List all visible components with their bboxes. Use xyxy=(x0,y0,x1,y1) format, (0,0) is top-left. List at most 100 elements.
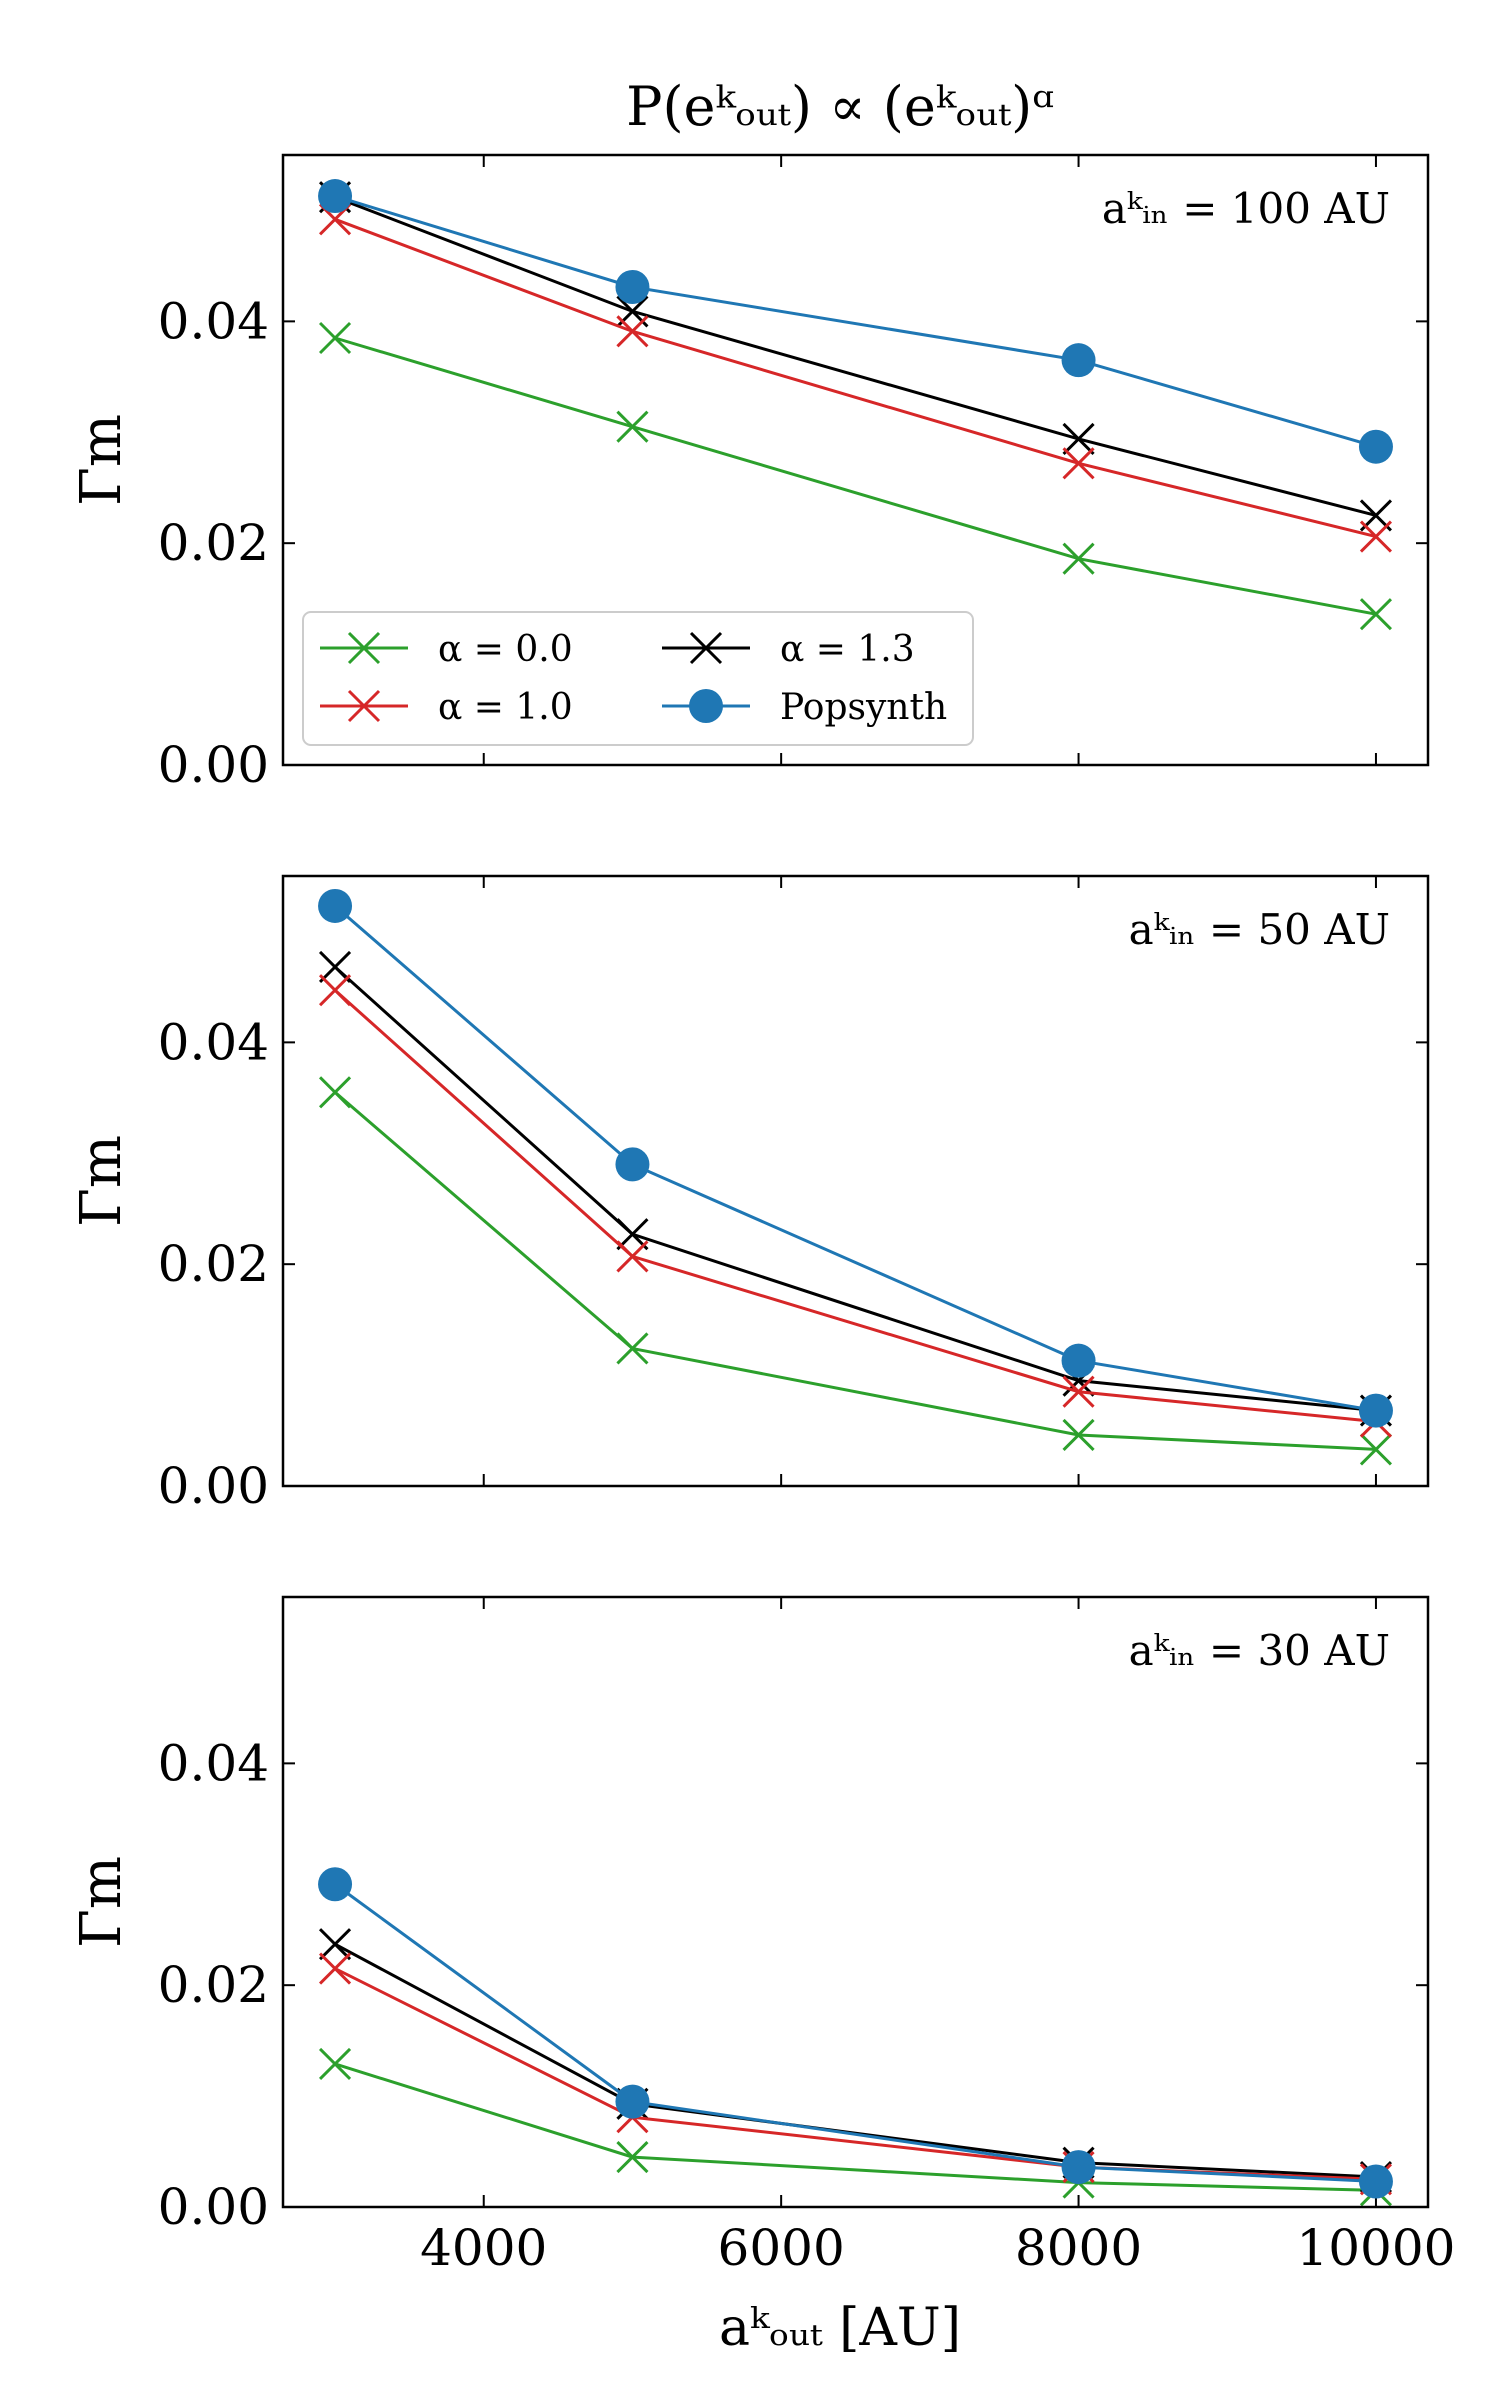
data-point xyxy=(1359,598,1393,631)
y-axis-label: Γm xyxy=(69,1135,134,1227)
figure-title: P(eᵏₒᵤₜ) ∝ (eᵏₒᵤₜ)ᵅ xyxy=(626,75,1054,138)
x-tick-label: 6000 xyxy=(718,2219,845,2277)
series-line xyxy=(334,1091,1377,1451)
data-point xyxy=(1062,1418,1095,1452)
data-point xyxy=(616,410,649,443)
legend-label: α = 1.0 xyxy=(438,687,573,728)
data-point-stroke-b xyxy=(616,1218,649,1251)
panel-2: 0.00 0.02 0.04 Γm aᵏᵢₙ = 50 AU xyxy=(69,874,1430,1515)
panel-annotation: aᵏᵢₙ = 30 AU xyxy=(1129,1626,1390,1675)
y-tick-label: 0.02 xyxy=(158,514,269,572)
data-point xyxy=(1359,520,1393,553)
y-axis-label: Γm xyxy=(69,414,134,506)
data-point-stroke-b xyxy=(616,410,649,443)
legend-label: Popsynth xyxy=(780,687,947,728)
data-point xyxy=(318,1952,352,1985)
series-line xyxy=(334,989,1377,1424)
data-point-stroke-b xyxy=(1359,1433,1393,1466)
data-point xyxy=(1061,1343,1096,1378)
legend-swatch-marker-stroke-b xyxy=(689,631,723,665)
data-point xyxy=(318,2047,352,2080)
y-tick-label: 0.00 xyxy=(158,736,269,794)
x-axis-label: aᵏₒᵤₜ [AU] xyxy=(719,2298,961,2358)
plot-frame xyxy=(281,1595,1430,2209)
y-tick-label: 0.02 xyxy=(158,1235,269,1293)
data-point-stroke-b xyxy=(616,2141,649,2174)
data-point xyxy=(1358,1393,1393,1428)
series-line xyxy=(334,194,1377,449)
data-point xyxy=(616,1332,649,1365)
data-point xyxy=(616,315,649,348)
y-tick-label: 0.00 xyxy=(158,1457,269,1515)
x-tick-label: 10000 xyxy=(1296,2219,1455,2277)
data-point-stroke-b xyxy=(1062,542,1095,575)
data-point-stroke-b xyxy=(616,1332,649,1365)
data-point-stroke-b xyxy=(1062,1418,1095,1452)
legend-label: α = 1.3 xyxy=(780,629,915,670)
y-tick-label: 0.02 xyxy=(158,1956,269,2014)
y-tick-label: 0.04 xyxy=(158,1734,269,1792)
data-point xyxy=(1062,542,1095,575)
data-point xyxy=(318,1076,352,1109)
panel-annotation: aᵏᵢₙ = 100 AU xyxy=(1102,184,1390,233)
data-point xyxy=(1358,429,1393,464)
data-point xyxy=(1061,343,1096,378)
x-tick-label: 4000 xyxy=(420,2219,547,2277)
legend-box xyxy=(302,611,974,746)
series-line xyxy=(334,904,1377,1413)
legend-swatch-marker xyxy=(347,631,381,665)
panel-1: 0.00 0.02 0.04 Γm aᵏᵢₙ = 100 AU α = 0.0 α = 1.… xyxy=(69,153,1430,794)
legend-swatch-marker xyxy=(689,631,723,665)
series-line xyxy=(334,965,1377,1413)
panel-annotation: aᵏᵢₙ = 50 AU xyxy=(1129,905,1390,954)
data-point-stroke-b xyxy=(1359,520,1393,553)
data-point xyxy=(1062,1375,1095,1408)
data-point xyxy=(1061,2150,1096,2185)
data-point-stroke-b xyxy=(1359,598,1393,631)
x-tick-label: 8000 xyxy=(1015,2219,1142,2277)
data-point-stroke-b xyxy=(318,1952,352,1985)
data-point xyxy=(616,1218,649,1251)
data-point-stroke-b xyxy=(318,974,352,1007)
data-point-stroke-b xyxy=(318,2047,352,2080)
y-tick-label: 0.04 xyxy=(158,292,269,350)
legend-swatch-marker xyxy=(347,689,381,723)
data-point xyxy=(318,974,352,1007)
series-line xyxy=(334,2062,1376,2192)
data-point-stroke-b xyxy=(1062,422,1095,455)
plot-frame xyxy=(281,874,1430,1488)
y-tick-label: 0.04 xyxy=(158,1013,269,1071)
data-point-stroke-b xyxy=(616,315,649,348)
panel-3: 4000 6000 8000 10000 0.00 0.02 0.04 Γm aᵏᵢₙ = 30… xyxy=(69,1595,1455,2277)
data-point xyxy=(616,1240,649,1273)
data-point xyxy=(1358,2164,1393,2199)
y-axis-label: Γm xyxy=(69,1856,134,1948)
data-point xyxy=(616,2141,649,2174)
data-point-stroke-b xyxy=(1062,447,1095,480)
data-point xyxy=(318,1867,353,1902)
data-point-stroke-b xyxy=(318,1928,352,1961)
series-line xyxy=(334,217,1377,538)
plot-frame xyxy=(281,153,1430,767)
y-tick-label: 0.00 xyxy=(158,2178,269,2236)
data-point xyxy=(318,321,352,355)
series-line xyxy=(334,336,1377,616)
series-line xyxy=(334,195,1377,517)
legend-swatch-marker-stroke-b xyxy=(347,689,381,723)
series-line xyxy=(334,1883,1377,2183)
data-point xyxy=(318,888,353,923)
data-point-stroke-b xyxy=(318,321,352,355)
legend: α = 0.0 α = 1.0 α = 1.3 Popsynth xyxy=(302,611,974,746)
data-point xyxy=(318,179,353,214)
data-point xyxy=(1062,447,1095,480)
data-point-stroke-b xyxy=(318,1076,352,1109)
data-point xyxy=(615,269,650,304)
data-point-stroke-b xyxy=(318,950,352,984)
data-point xyxy=(615,2084,650,2119)
data-point xyxy=(318,1928,352,1961)
legend-swatch-marker-stroke-b xyxy=(347,631,381,665)
data-point-stroke-b xyxy=(616,1240,649,1273)
data-point xyxy=(1062,422,1095,455)
data-point xyxy=(318,950,352,984)
